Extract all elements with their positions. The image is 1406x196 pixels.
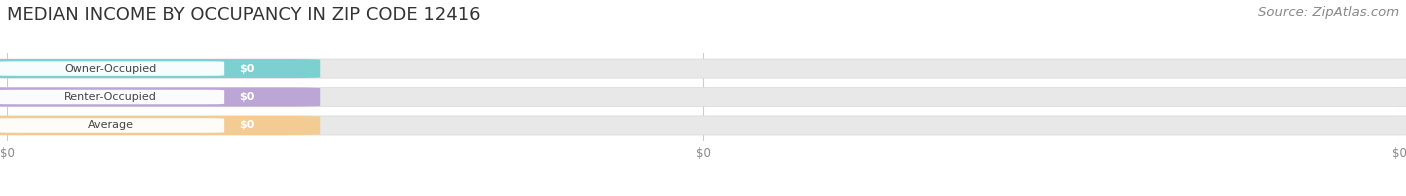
FancyBboxPatch shape bbox=[0, 59, 1406, 78]
Text: Average: Average bbox=[87, 121, 134, 131]
Text: $0: $0 bbox=[239, 121, 254, 131]
FancyBboxPatch shape bbox=[0, 116, 321, 135]
FancyBboxPatch shape bbox=[0, 61, 224, 76]
Text: $0: $0 bbox=[239, 92, 254, 102]
Text: MEDIAN INCOME BY OCCUPANCY IN ZIP CODE 12416: MEDIAN INCOME BY OCCUPANCY IN ZIP CODE 1… bbox=[7, 6, 481, 24]
Text: Renter-Occupied: Renter-Occupied bbox=[65, 92, 157, 102]
FancyBboxPatch shape bbox=[0, 87, 1406, 107]
FancyBboxPatch shape bbox=[0, 116, 1406, 135]
Text: Owner-Occupied: Owner-Occupied bbox=[65, 64, 157, 74]
FancyBboxPatch shape bbox=[0, 87, 321, 107]
FancyBboxPatch shape bbox=[0, 90, 224, 104]
FancyBboxPatch shape bbox=[0, 118, 224, 133]
FancyBboxPatch shape bbox=[0, 59, 321, 78]
Text: $0: $0 bbox=[239, 64, 254, 74]
Text: Source: ZipAtlas.com: Source: ZipAtlas.com bbox=[1258, 6, 1399, 19]
